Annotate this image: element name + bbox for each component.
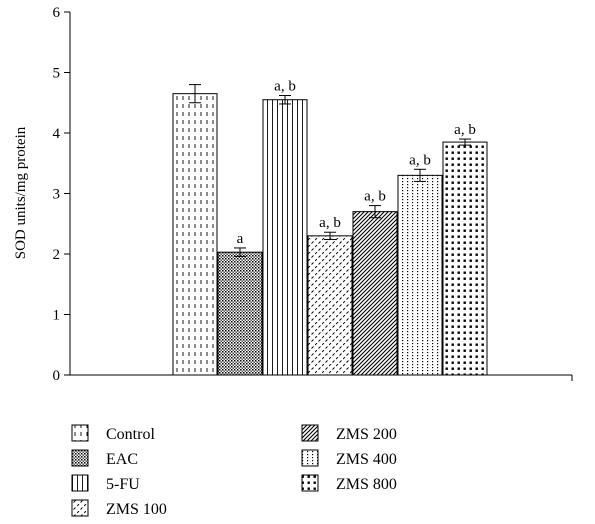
legend-swatch xyxy=(71,499,89,517)
legend-label: ZMS 200 xyxy=(336,426,397,443)
bar-eac xyxy=(217,251,263,376)
bar-zms-400 xyxy=(397,174,443,376)
bar-zms-800 xyxy=(442,141,488,376)
significance-label: a, b xyxy=(274,78,296,94)
significance-label: a, b xyxy=(409,152,431,168)
y-tick-label: 6 xyxy=(53,5,61,21)
significance-label: a xyxy=(237,231,244,247)
y-tick-label: 4 xyxy=(53,126,61,142)
legend-label: ZMS 100 xyxy=(106,501,167,518)
legend: Control EAC 5-FU ZMS 100 ZMS 200 ZMS 400 ZMS 8… xyxy=(71,424,397,518)
bar-zms-100 xyxy=(307,235,353,376)
y-tick-label: 0 xyxy=(53,368,61,384)
legend-label: ZMS 400 xyxy=(336,451,397,468)
significance-label: a, b xyxy=(454,122,476,138)
y-axis-ticks: 0 1 2 3 4 5 6 xyxy=(53,5,70,384)
legend-swatch xyxy=(301,424,319,442)
legend-swatch xyxy=(301,474,319,492)
bar-5-fu xyxy=(262,99,308,376)
bars: a a, b a, b a, b a, b a, b xyxy=(172,78,488,376)
legend-swatch xyxy=(301,449,319,467)
y-axis-label: SOD units/mg protein xyxy=(13,126,29,259)
bar-control xyxy=(172,93,218,376)
legend-label: EAC xyxy=(106,451,138,468)
legend-label: ZMS 800 xyxy=(336,476,397,493)
legend-swatch xyxy=(71,424,89,442)
y-tick-label: 1 xyxy=(53,308,61,324)
significance-label: a, b xyxy=(364,189,386,205)
legend-swatch xyxy=(71,474,89,492)
significance-label: a, b xyxy=(319,215,341,231)
bar-zms-200 xyxy=(352,211,398,376)
y-tick-label: 3 xyxy=(53,187,61,203)
legend-label: Control xyxy=(106,426,155,443)
y-tick-label: 2 xyxy=(53,247,61,263)
legend-swatch xyxy=(71,449,89,467)
legend-label: 5-FU xyxy=(106,476,140,493)
y-tick-label: 5 xyxy=(53,66,61,82)
